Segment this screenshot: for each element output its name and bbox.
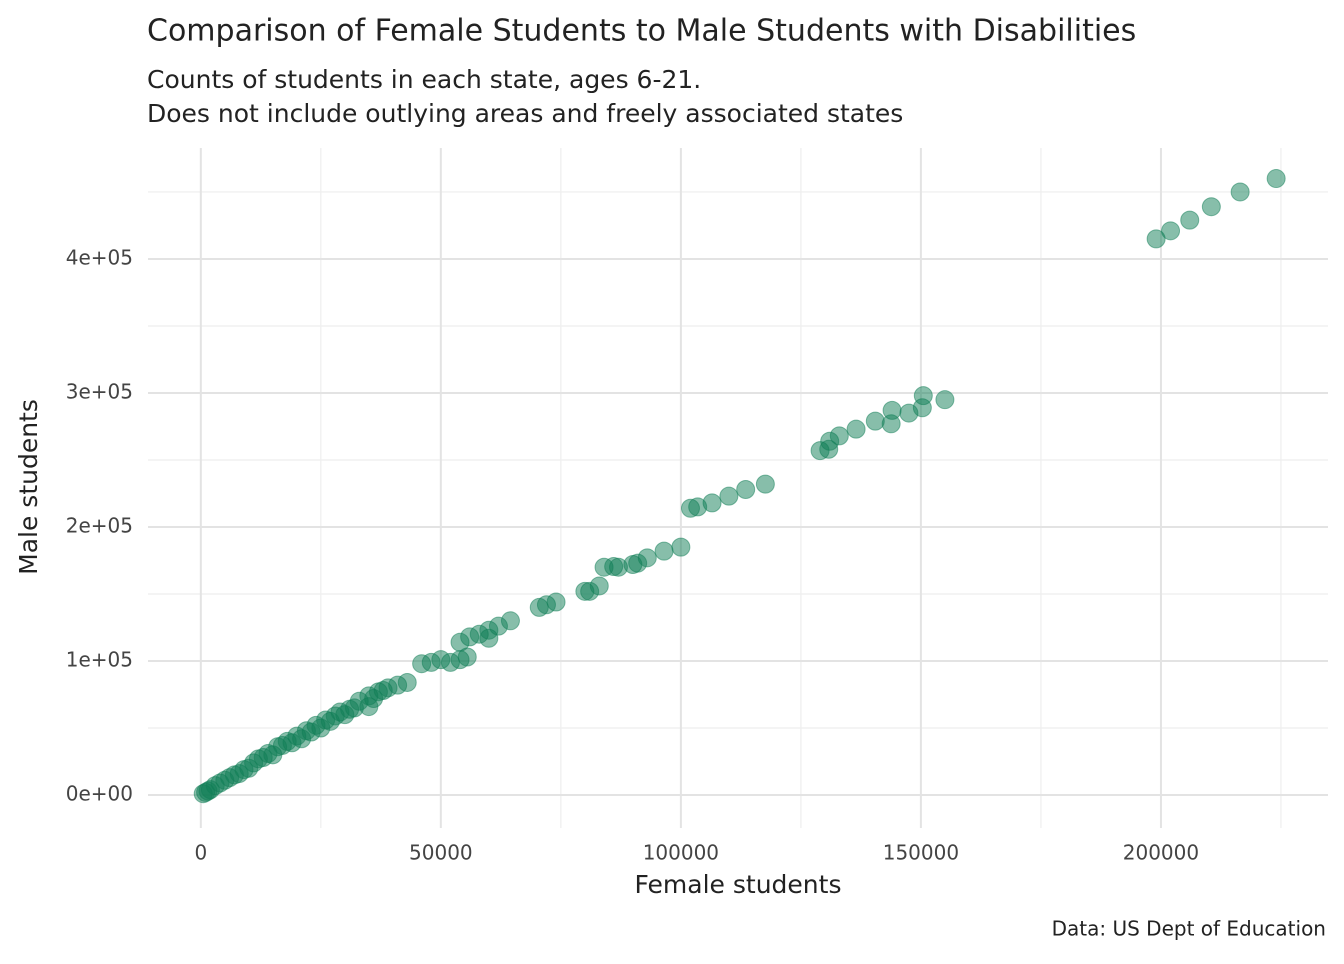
points	[193, 169, 1286, 804]
point	[810, 441, 830, 461]
y-axis-label: Male students	[14, 399, 43, 575]
point	[719, 486, 739, 506]
point	[479, 628, 499, 648]
point	[244, 753, 264, 773]
point	[935, 390, 955, 410]
point	[529, 597, 549, 617]
point	[654, 541, 674, 561]
subtitle: Counts of students in each state, ages 6…	[147, 65, 701, 94]
y-tick-label: 0e+00	[66, 782, 133, 806]
subtitle: Does not include outlying areas and free…	[147, 99, 903, 128]
chart-title: Comparison of Female Students to Male St…	[147, 14, 1136, 49]
x-axis-label: Female students	[635, 870, 842, 899]
point	[580, 581, 600, 601]
point	[301, 722, 321, 742]
y-tick-label: 4e+05	[66, 245, 133, 269]
x-tick-label: 100000	[643, 841, 719, 865]
point	[594, 557, 614, 577]
point	[736, 479, 756, 499]
point	[881, 414, 901, 434]
point	[755, 474, 775, 494]
y-tick-label: 1e+05	[66, 648, 133, 672]
point	[846, 419, 866, 439]
point	[899, 403, 919, 423]
point	[1146, 229, 1166, 249]
x-tick-label: 0	[194, 841, 207, 865]
x-tick-label: 50000	[409, 841, 473, 865]
point	[373, 680, 393, 700]
point	[1230, 182, 1250, 202]
y-tick-label: 2e+05	[66, 513, 133, 537]
grid	[148, 148, 1328, 828]
point	[865, 411, 885, 431]
point	[1161, 221, 1181, 241]
point	[1201, 197, 1221, 217]
point	[1266, 169, 1286, 189]
point	[344, 698, 364, 718]
point	[1180, 210, 1200, 230]
point	[272, 735, 292, 755]
point	[412, 654, 432, 674]
x-tick-label: 150000	[883, 841, 959, 865]
point	[671, 537, 691, 557]
y-tick-label: 3e+05	[66, 379, 133, 403]
x-tick-label: 200000	[1123, 841, 1199, 865]
point	[680, 498, 700, 518]
point	[196, 782, 216, 802]
caption: Data: US Dept of Education	[1052, 917, 1326, 941]
